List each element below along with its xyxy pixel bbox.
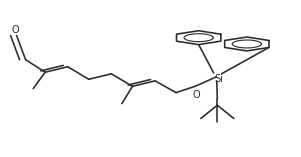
Text: O: O	[193, 90, 200, 100]
Text: O: O	[11, 24, 19, 35]
Text: Si: Si	[215, 73, 224, 84]
